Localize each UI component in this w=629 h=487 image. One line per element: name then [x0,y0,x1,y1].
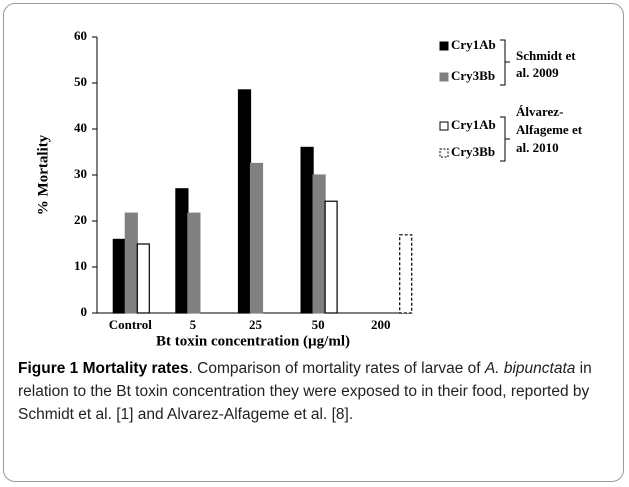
bar [237,89,252,314]
figure-caption: Figure 1 Mortality rates. Comparison of … [18,357,614,426]
legend-label: Cry1Ab [451,117,496,132]
y-tick-label: 30 [74,166,87,181]
y-tick-label: 0 [81,304,88,319]
bar [324,200,338,314]
legend-group-label: al. 2009 [516,65,559,80]
bar [175,188,189,314]
bar [300,146,314,314]
legend-group-label: Álvarez- [516,104,563,119]
x-tick-label: Control [109,317,152,332]
y-axis-title: % Mortality [35,134,51,215]
y-tick-label: 50 [74,74,87,89]
legend-swatch [439,41,449,51]
legend-group-label: Schmidt et [516,48,576,63]
legend-bracket [500,39,510,86]
legend-group-label: al. 2010 [516,140,559,155]
bar [112,238,126,314]
x-tick-label: 50 [312,317,325,332]
legend-swatch [439,148,449,158]
legend-label: Cry1Ab [451,37,496,52]
legend-label: Cry3Bb [451,68,495,83]
x-tick-label: 5 [190,317,197,332]
x-axis-title: Bt toxin concentration (µg/ml) [156,333,350,349]
legend-group-label: Alfageme et [516,122,583,137]
y-tick-label: 60 [74,28,87,43]
bar [399,234,413,314]
bar [136,243,150,314]
caption-species: A. bipunctata [484,360,576,377]
bar [187,212,201,314]
x-tick-label: 200 [371,317,391,332]
figure-frame [3,3,624,482]
legend-swatch [439,72,449,82]
bar [312,174,326,314]
bar [124,212,138,314]
y-tick-label: 20 [74,212,87,227]
caption-label: Figure 1 Mortality rates [18,360,189,377]
legend-bracket [500,116,510,162]
x-tick-label: 25 [249,317,263,332]
legend-label: Cry3Bb [451,144,495,159]
legend-swatch [439,121,449,131]
chart: % Mortality Bt toxin concentration (µg/m… [35,28,583,349]
y-tick-label: 40 [74,120,87,135]
caption-text: . Comparison of mortality rates of larva… [188,360,485,377]
y-tick-label: 10 [74,258,87,273]
bar [249,162,264,314]
caption-text: in relation to the Bt toxin concentratio… [18,360,592,423]
